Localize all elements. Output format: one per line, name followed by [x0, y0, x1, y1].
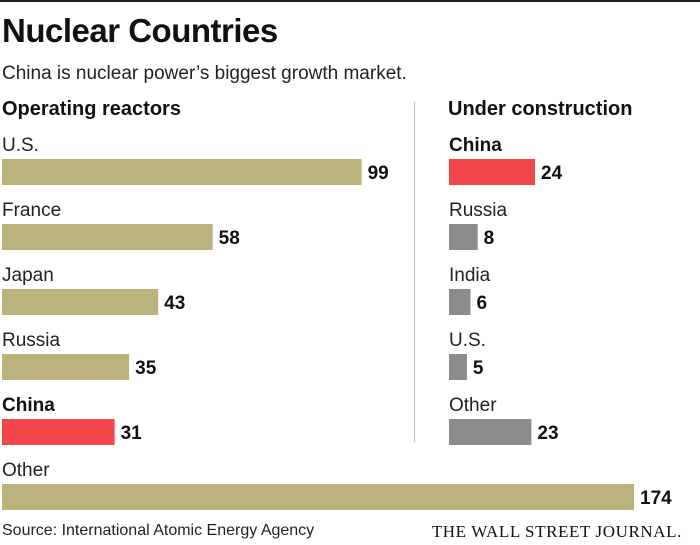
construction-bar-u-s: [449, 354, 467, 380]
operating-value-russia: 35: [135, 358, 157, 379]
construction-label-other: Other: [449, 395, 497, 416]
source-note: Source: International Atomic Energy Agen…: [2, 522, 315, 539]
operating-label-russia: Russia: [2, 330, 61, 351]
construction-label-u-s: U.S.: [449, 330, 486, 351]
operating-bar-france: [2, 224, 213, 250]
operating-bar-russia: [2, 354, 130, 380]
operating-label-china: China: [2, 395, 55, 416]
operating-bar-china: [2, 419, 115, 445]
construction-value-u-s: 5: [473, 358, 484, 379]
panel-divider: [414, 102, 415, 442]
operating-bar-japan: [2, 289, 159, 315]
construction-bar-china: [449, 159, 535, 185]
construction-value-other: 23: [537, 423, 558, 444]
construction-label-india: India: [449, 265, 491, 286]
wsj-logo: THE WALL STREET JOURNAL.: [431, 522, 682, 541]
construction-label-china: China: [449, 135, 502, 156]
operating-bar-other: [2, 484, 634, 510]
construction-label-russia: Russia: [449, 200, 508, 221]
operating-bar-u-s: [2, 159, 362, 185]
construction-value-russia: 8: [484, 228, 495, 249]
operating-label-u-s: U.S.: [2, 135, 39, 156]
construction-section-title: Under construction: [448, 98, 633, 120]
top-rule: [0, 0, 700, 2]
chart-subtitle: China is nuclear power’s biggest growth …: [2, 63, 407, 84]
operating-section-title: Operating reactors: [2, 98, 181, 120]
construction-bar-other: [449, 419, 532, 445]
construction-value-china: 24: [541, 163, 563, 184]
construction-bar-india: [449, 289, 471, 315]
operating-value-other: 174: [640, 488, 672, 509]
operating-value-u-s: 99: [368, 163, 389, 184]
operating-label-japan: Japan: [2, 265, 54, 286]
operating-value-france: 58: [219, 228, 240, 249]
construction-bar-russia: [449, 224, 478, 250]
operating-value-china: 31: [121, 423, 143, 444]
construction-value-india: 6: [477, 293, 488, 314]
chart-title: Nuclear Countries: [2, 12, 278, 49]
operating-label-other: Other: [2, 460, 50, 481]
operating-value-japan: 43: [164, 293, 185, 314]
operating-label-france: France: [2, 200, 61, 221]
